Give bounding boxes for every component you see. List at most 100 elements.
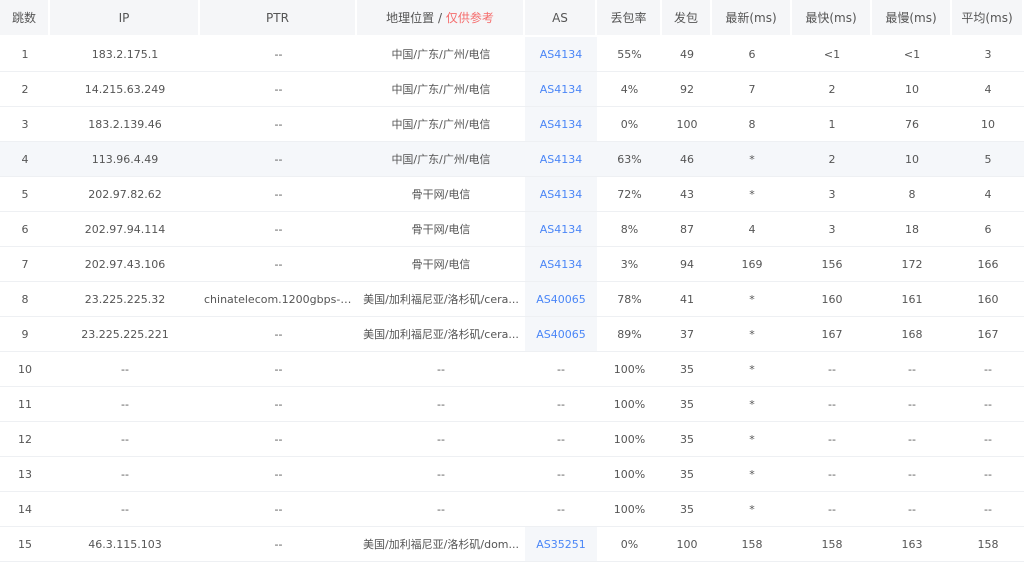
table-row[interactable]: 8 23.225.225.32 chinatelecom.1200gbps-a.ce… [0,282,1024,317]
cell-avg: 4 [952,177,1024,212]
cell-worst: 172 [872,247,952,282]
table-row[interactable]: 11 -- -- -- -- 100% 35 * -- -- -- [0,387,1024,422]
cell-worst: 8 [872,177,952,212]
cell-sent: 92 [662,72,712,107]
cell-best: 3 [792,212,872,247]
cell-as[interactable]: AS4134 [525,107,597,142]
cell-geo: -- [357,422,525,457]
cell-last: 169 [712,247,792,282]
cell-hop: 9 [0,317,50,352]
cell-loss: 0% [597,107,662,142]
cell-worst: 163 [872,527,952,562]
table-row[interactable]: 14 -- -- -- -- 100% 35 * -- -- -- [0,492,1024,527]
cell-as[interactable]: AS4134 [525,212,597,247]
cell-hop: 8 [0,282,50,317]
cell-worst: 18 [872,212,952,247]
cell-loss: 3% [597,247,662,282]
cell-geo: -- [357,457,525,492]
cell-worst: 161 [872,282,952,317]
cell-avg: 10 [952,107,1024,142]
cell-ip: 14.215.63.249 [50,72,200,107]
cell-best: -- [792,457,872,492]
cell-as[interactable]: AS4134 [525,142,597,177]
cell-ptr: -- [200,107,357,142]
cell-best: 167 [792,317,872,352]
cell-best: 2 [792,72,872,107]
cell-sent: 43 [662,177,712,212]
cell-avg: -- [952,387,1024,422]
cell-ptr: -- [200,527,357,562]
cell-best: <1 [792,37,872,72]
cell-worst: 10 [872,72,952,107]
cell-last: 4 [712,212,792,247]
cell-loss: 100% [597,352,662,387]
cell-geo: 中国/广东/广州/电信 [357,107,525,142]
cell-ptr: chinatelecom.1200gbps-a.ce... [200,282,357,317]
table-row[interactable]: 3 183.2.139.46 -- 中国/广东/广州/电信 AS4134 0% 100 8 1 7… [0,107,1024,142]
cell-worst: -- [872,352,952,387]
cell-last: 7 [712,72,792,107]
cell-ptr: -- [200,177,357,212]
table-row[interactable]: 13 -- -- -- -- 100% 35 * -- -- -- [0,457,1024,492]
cell-ip: -- [50,457,200,492]
cell-hop: 10 [0,352,50,387]
cell-worst: <1 [872,37,952,72]
cell-avg: 160 [952,282,1024,317]
cell-best: 158 [792,527,872,562]
cell-as[interactable]: AS4134 [525,37,597,72]
cell-best: 156 [792,247,872,282]
table-row[interactable]: 9 23.225.225.221 -- 美国/加利福尼亚/洛杉矶/cera... AS4… [0,317,1024,352]
table-row[interactable]: 10 -- -- -- -- 100% 35 * -- -- -- [0,352,1024,387]
cell-loss: 8% [597,212,662,247]
cell-worst: 168 [872,317,952,352]
cell-as: -- [525,422,597,457]
geo-sep: / [434,11,446,25]
cell-avg: 167 [952,317,1024,352]
cell-sent: 35 [662,457,712,492]
cell-worst: 10 [872,142,952,177]
table-row[interactable]: 1 183.2.175.1 -- 中国/广东/广州/电信 AS4134 55% 49 6 <1 <… [0,37,1024,72]
cell-sent: 35 [662,492,712,527]
cell-ip: 113.96.4.49 [50,142,200,177]
cell-as[interactable]: AS4134 [525,72,597,107]
cell-best: -- [792,492,872,527]
cell-as[interactable]: AS4134 [525,177,597,212]
cell-sent: 35 [662,422,712,457]
cell-as[interactable]: AS4134 [525,247,597,282]
table-row[interactable]: 2 14.215.63.249 -- 中国/广东/广州/电信 AS4134 4% 92 7 2 1… [0,72,1024,107]
cell-best: 160 [792,282,872,317]
cell-worst: -- [872,387,952,422]
cell-as: -- [525,352,597,387]
cell-last: 8 [712,107,792,142]
cell-as[interactable]: AS40065 [525,317,597,352]
cell-sent: 100 [662,527,712,562]
cell-sent: 46 [662,142,712,177]
cell-hop: 13 [0,457,50,492]
header-avg: 平均(ms) [952,0,1024,37]
table-row[interactable]: 5 202.97.82.62 -- 骨干网/电信 AS4134 72% 43 * 3 8 4 [0,177,1024,212]
geo-note: 仅供参考 [445,11,494,25]
table-row[interactable]: 7 202.97.43.106 -- 骨干网/电信 AS4134 3% 94 169 156 17… [0,247,1024,282]
cell-loss: 0% [597,527,662,562]
cell-avg: 3 [952,37,1024,72]
cell-loss: 100% [597,457,662,492]
cell-avg: 4 [952,72,1024,107]
cell-hop: 15 [0,527,50,562]
table-row[interactable]: 12 -- -- -- -- 100% 35 * -- -- -- [0,422,1024,457]
cell-as[interactable]: AS40065 [525,282,597,317]
cell-as[interactable]: AS35251 [525,527,597,562]
table-row[interactable]: 15 46.3.115.103 -- 美国/加利福尼亚/洛杉矶/dom... AS352… [0,527,1024,562]
cell-worst: -- [872,457,952,492]
header-sent: 发包 [662,0,712,37]
table-row[interactable]: 4 113.96.4.49 -- 中国/广东/广州/电信 AS4134 63% 46 * 2 10… [0,142,1024,177]
cell-loss: 78% [597,282,662,317]
cell-last: 158 [712,527,792,562]
geo-label: 地理位置 [386,11,435,25]
cell-best: 2 [792,142,872,177]
cell-worst: -- [872,422,952,457]
cell-ptr: -- [200,142,357,177]
cell-ptr: -- [200,387,357,422]
cell-ip: -- [50,492,200,527]
table-row[interactable]: 6 202.97.94.114 -- 骨干网/电信 AS4134 8% 87 4 3 18 6 [0,212,1024,247]
